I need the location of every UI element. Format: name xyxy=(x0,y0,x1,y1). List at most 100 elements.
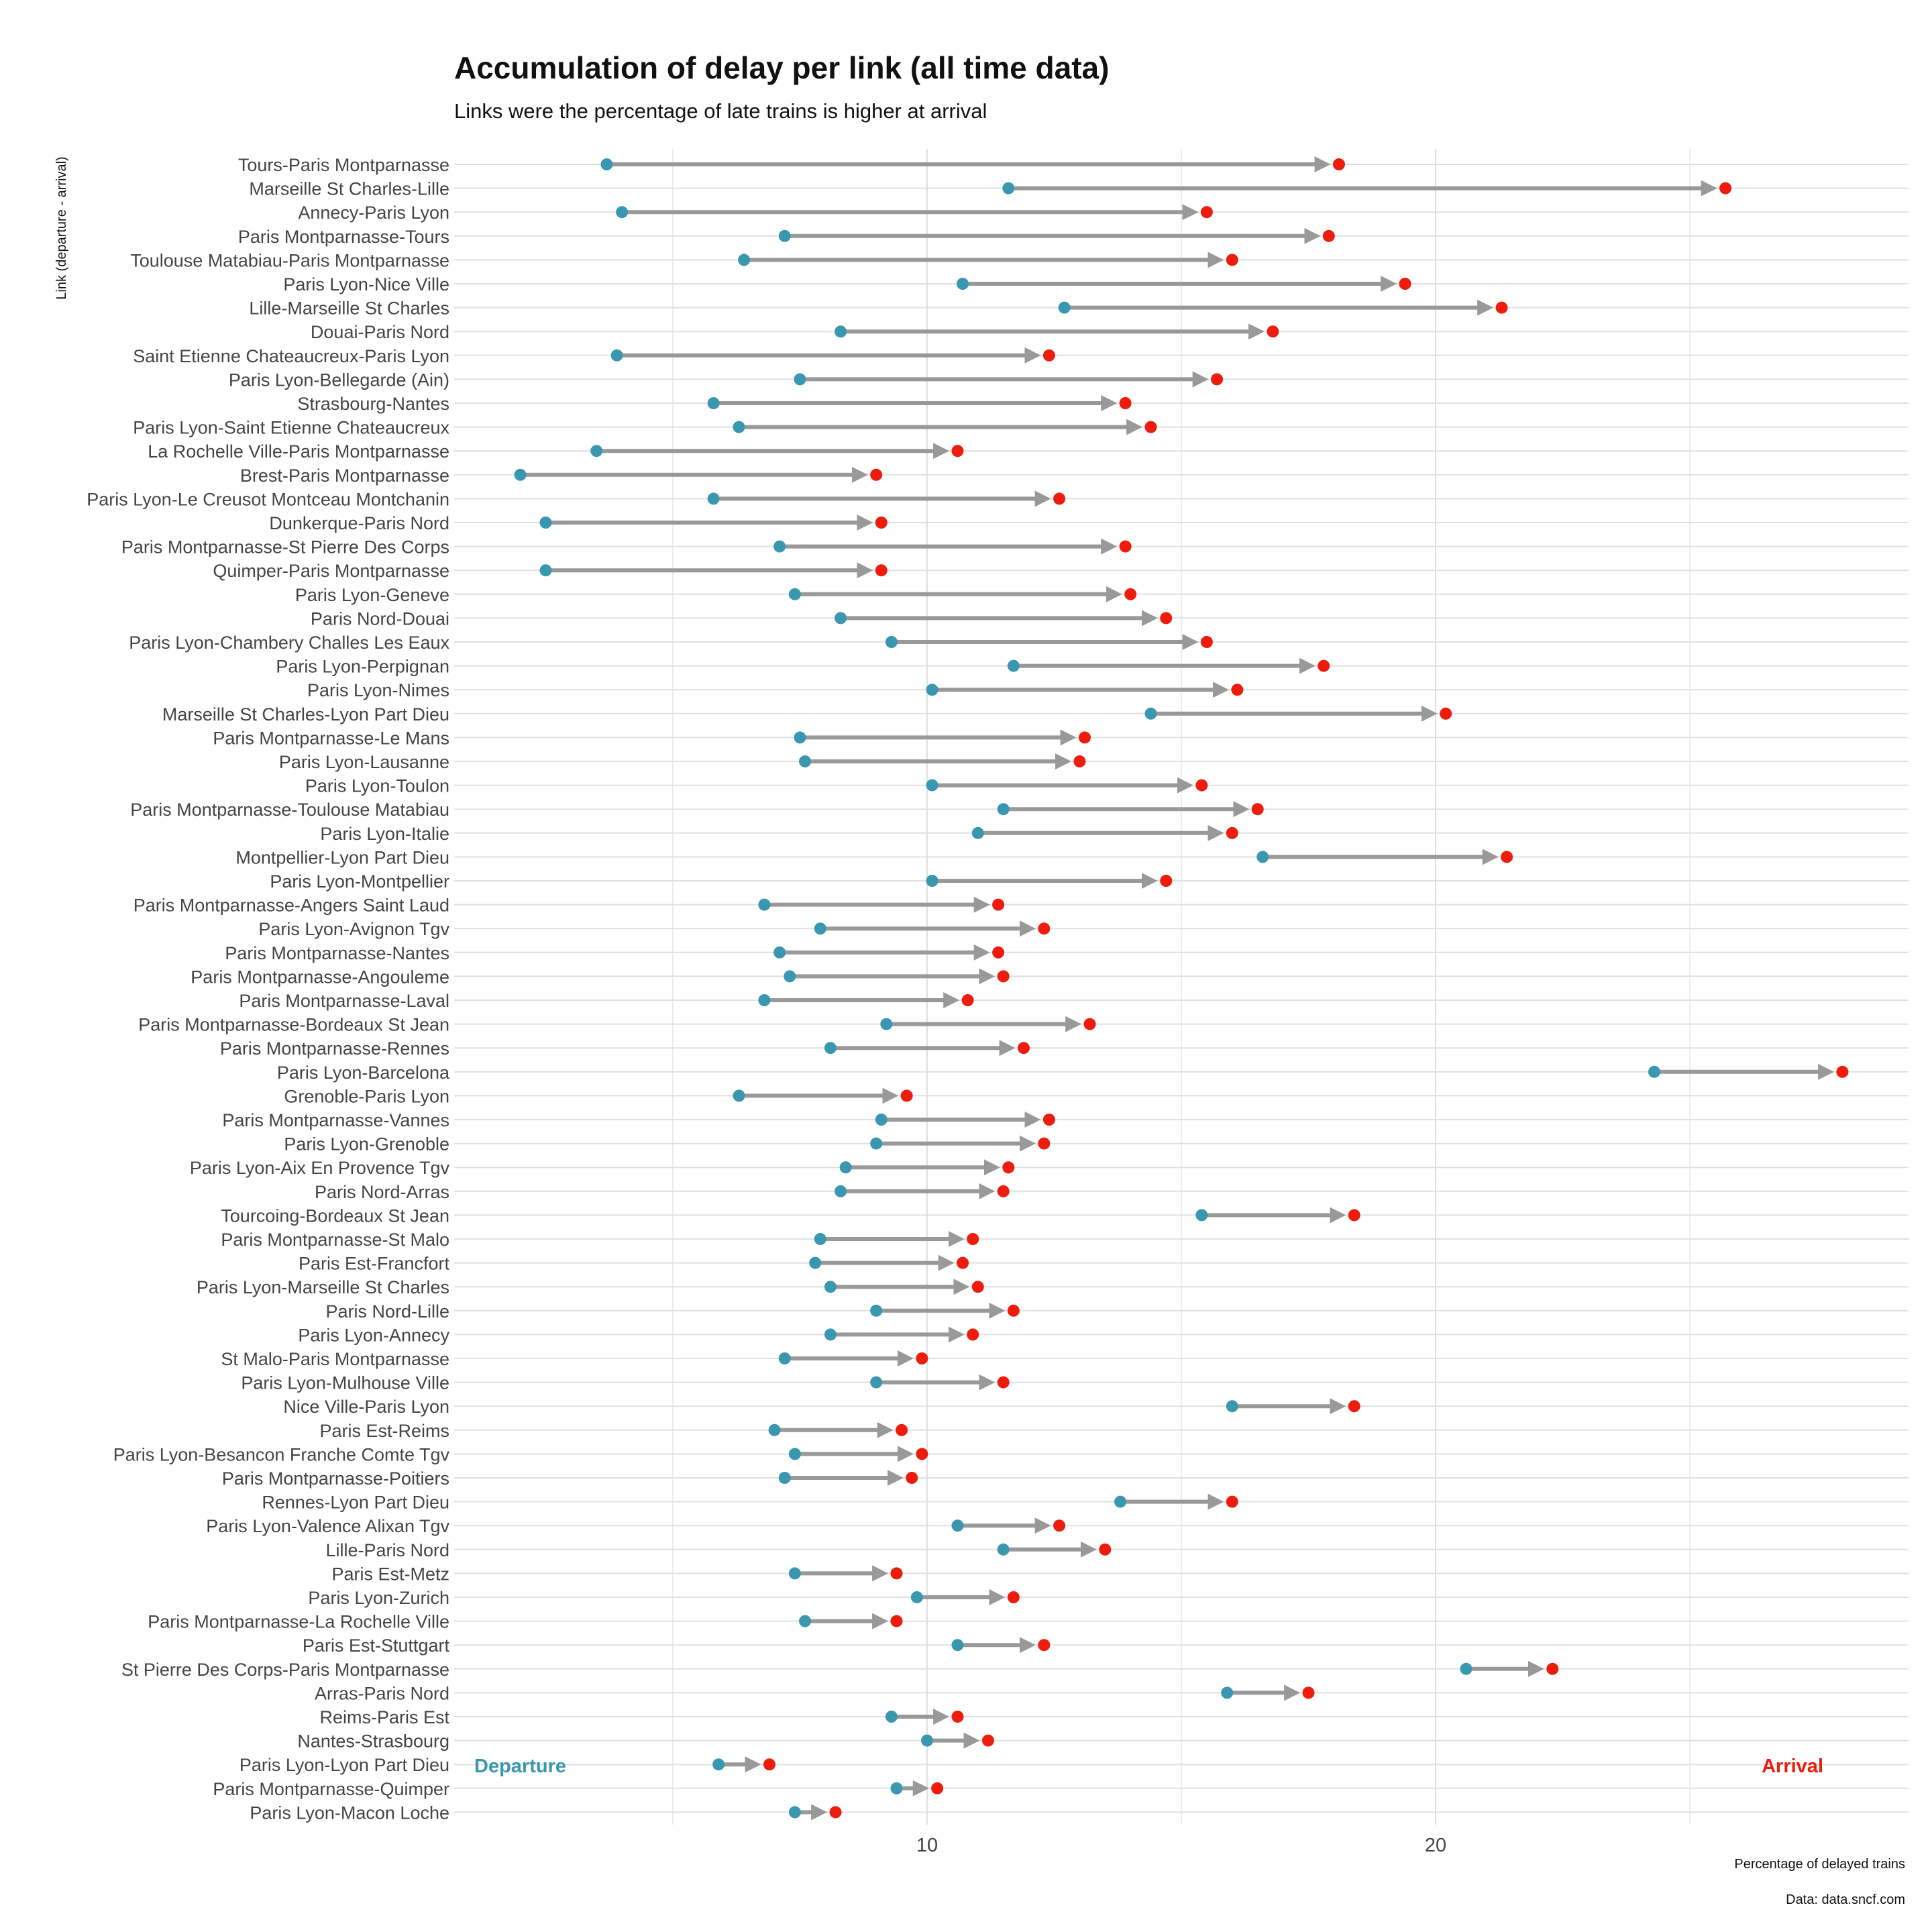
y-tick-label: Paris Montparnasse-Bordeaux St Jean xyxy=(138,1015,449,1035)
arrival-point xyxy=(1160,612,1173,625)
y-tick-label: Paris Montparnasse-La Rochelle Ville xyxy=(148,1612,449,1632)
y-axis-label: Link (departure - arrival) xyxy=(54,156,69,299)
y-tick-label: Paris Lyon-Italie xyxy=(320,824,449,844)
y-tick-label: Paris Montparnasse-Nantes xyxy=(225,943,449,963)
departure-point xyxy=(951,1519,964,1532)
arrival-point xyxy=(1322,229,1335,242)
departure-point xyxy=(1460,1662,1472,1675)
departure-point xyxy=(788,1806,801,1819)
y-tick-label: Brest-Paris Montparnasse xyxy=(240,466,449,486)
y-tick-label: Paris Lyon-Perpignan xyxy=(276,657,449,677)
y-tick-label: Strasbourg-Nantes xyxy=(297,394,449,414)
departure-point xyxy=(880,1018,893,1030)
departure-point xyxy=(839,1161,852,1174)
departure-point xyxy=(1221,1686,1234,1699)
arrival-point xyxy=(829,1806,842,1819)
departure-point xyxy=(885,1711,898,1723)
arrival-point xyxy=(1332,158,1345,170)
departure-point xyxy=(778,229,791,242)
departure-point xyxy=(870,1137,883,1150)
departure-point xyxy=(875,1114,888,1126)
departure-point xyxy=(835,1185,847,1197)
departure-point xyxy=(799,1615,812,1627)
x-tick-label: 10 xyxy=(916,1835,938,1856)
arrival-point xyxy=(1440,707,1452,720)
arrival-point xyxy=(1038,1639,1051,1652)
y-tick-label: St Malo-Paris Montparnasse xyxy=(221,1349,449,1369)
y-tick-label: Paris Lyon-Montpellier xyxy=(270,871,449,892)
arrival-point xyxy=(967,1328,979,1341)
arrival-point xyxy=(1053,492,1066,505)
segment-layer xyxy=(520,156,1835,1821)
departure-point xyxy=(920,1734,933,1747)
departure-point xyxy=(835,612,847,625)
arrival-point xyxy=(1231,684,1244,696)
arrival-point xyxy=(997,1185,1010,1197)
arrival-point xyxy=(1119,397,1132,409)
arrival-point xyxy=(1007,1304,1020,1317)
arrival-point xyxy=(1211,373,1224,386)
y-tick-label: Paris Nord-Lille xyxy=(325,1301,449,1322)
y-tick-label: St Pierre Des Corps-Paris Montparnasse xyxy=(121,1660,449,1680)
departure-point xyxy=(835,325,847,338)
arrival-point xyxy=(1042,1114,1055,1126)
arrival-point xyxy=(961,994,974,1006)
departure-point xyxy=(788,1567,801,1580)
y-tick-label: Paris Montparnasse-Tours xyxy=(238,227,449,247)
departure-point xyxy=(784,970,796,983)
arrival-point xyxy=(1200,206,1213,219)
departure-point xyxy=(814,922,826,935)
y-tick-label: Arras-Paris Nord xyxy=(315,1683,449,1703)
y-tick-label: Paris Montparnasse-Le Mans xyxy=(213,728,449,748)
y-tick-label: Paris Montparnasse-Poitiers xyxy=(222,1468,449,1489)
arrival-point xyxy=(1200,636,1213,648)
arrival-point xyxy=(1018,1042,1030,1055)
departure-point xyxy=(1195,1209,1208,1222)
y-tick-label: Paris Nord-Douai xyxy=(311,608,449,629)
departure-point xyxy=(885,636,898,648)
departure-point xyxy=(814,1233,826,1245)
departure-point xyxy=(738,254,751,266)
departure-point xyxy=(1226,1400,1238,1413)
arrival-point xyxy=(1267,325,1279,338)
departure-point xyxy=(778,1352,791,1364)
departure-point xyxy=(971,826,984,839)
arrival-point xyxy=(1495,301,1508,314)
y-tick-label: Paris Lyon-Aix En Provence Tgv xyxy=(190,1158,450,1178)
departure-point xyxy=(1007,659,1020,672)
arrival-point xyxy=(1546,1662,1559,1675)
y-tick-label: Paris Lyon-Nimes xyxy=(307,680,449,700)
departure-point xyxy=(539,517,552,529)
legend-departure: Departure xyxy=(474,1756,566,1777)
arrival-point xyxy=(890,1615,903,1627)
departure-point xyxy=(773,540,786,553)
x-tick-label: 20 xyxy=(1425,1835,1446,1856)
departure-point xyxy=(824,1042,837,1055)
y-tick-label: Grenoble-Paris Lyon xyxy=(284,1086,449,1106)
chart-caption: Data: data.sncf.com xyxy=(1786,1892,1905,1907)
point-layer xyxy=(514,158,1849,1819)
y-tick-label: Paris Lyon-Zurich xyxy=(308,1588,449,1608)
arrival-point xyxy=(1002,1161,1015,1174)
arrival-point xyxy=(1099,1543,1112,1556)
y-tick-label: Paris Montparnasse-Quimper xyxy=(213,1779,449,1799)
arrival-point xyxy=(931,1782,944,1794)
departure-point xyxy=(788,1448,801,1460)
departure-point xyxy=(809,1256,822,1269)
y-tick-label: Rennes-Lyon Part Dieu xyxy=(262,1493,449,1513)
arrival-point xyxy=(1226,254,1238,266)
y-tick-label: Paris Montparnasse-Vannes xyxy=(222,1110,449,1130)
y-tick-label: Paris Est-Francfort xyxy=(299,1254,450,1274)
arrival-point xyxy=(916,1352,928,1364)
arrival-point xyxy=(967,1233,979,1245)
departure-point xyxy=(600,158,613,170)
arrival-point xyxy=(1160,875,1173,887)
y-tick-label: Paris Lyon-Grenoble xyxy=(284,1134,449,1155)
arrival-point xyxy=(1302,1686,1315,1699)
y-tick-label: Annecy-Paris Lyon xyxy=(298,203,449,223)
y-tick-label: Paris Lyon-Mulhouse Ville xyxy=(241,1373,449,1393)
grid-layer xyxy=(454,149,1909,1825)
y-tick-label: Paris Est-Metz xyxy=(331,1564,449,1584)
arrival-point xyxy=(1042,349,1055,362)
